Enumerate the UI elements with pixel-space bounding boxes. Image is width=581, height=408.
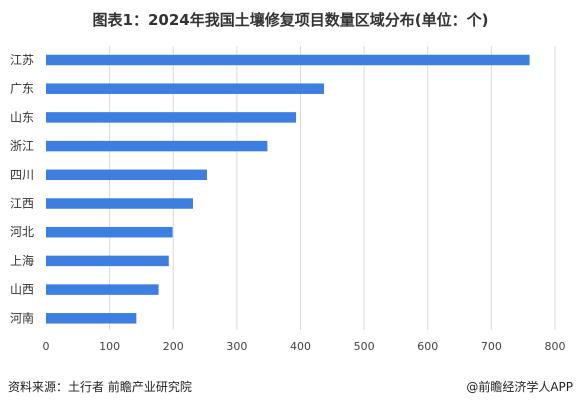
brand-note: @前瞻经济学人APP xyxy=(466,378,573,395)
x-tick-label: 500 xyxy=(354,340,375,353)
x-tick-label: 100 xyxy=(99,340,120,353)
category-label: 河南 xyxy=(10,310,34,325)
x-tick-label: 0 xyxy=(43,340,50,353)
x-tick-label: 800 xyxy=(545,340,566,353)
bar xyxy=(46,284,159,295)
x-tick-label: 700 xyxy=(481,340,502,353)
brand-label: @前瞻经济学人APP xyxy=(466,380,573,394)
x-tick-label: 400 xyxy=(290,340,311,353)
category-label: 广东 xyxy=(10,82,34,96)
x-tick-label: 300 xyxy=(226,340,247,353)
bar xyxy=(46,255,169,267)
bar xyxy=(46,313,137,324)
source-note: 资料来源：土行者 前瞻产业研究院 xyxy=(8,380,192,394)
bar xyxy=(46,169,207,181)
x-tick-label: 600 xyxy=(417,340,438,353)
bar xyxy=(46,112,297,123)
category-label: 江苏 xyxy=(10,53,34,67)
category-label: 上海 xyxy=(10,253,34,268)
category-label: 山东 xyxy=(10,110,34,124)
chart-title: 图表1：2024年我国土壤修复项目数量区域分布(单位：个) xyxy=(92,11,489,29)
bar xyxy=(46,54,530,66)
category-label: 河北 xyxy=(10,225,34,239)
bar xyxy=(46,226,173,238)
category-label: 山西 xyxy=(10,283,34,297)
category-label: 江西 xyxy=(10,197,34,211)
bar xyxy=(46,198,193,209)
category-label: 四川 xyxy=(10,168,34,182)
x-tick-label: 200 xyxy=(163,340,184,353)
category-label: 浙江 xyxy=(10,139,34,153)
bar xyxy=(46,83,325,94)
bar xyxy=(46,140,268,152)
